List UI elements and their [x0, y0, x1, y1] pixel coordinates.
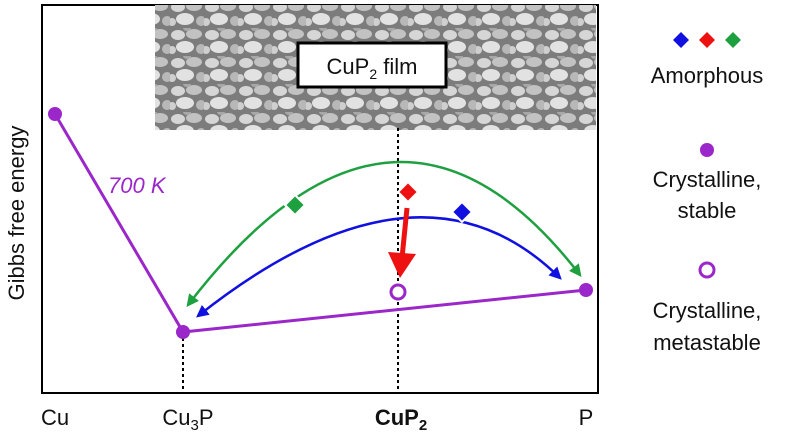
- legend-amorphous-red-icon: [699, 32, 715, 48]
- film-label: CuP2 film: [327, 54, 418, 82]
- y-axis-label: Gibbs free energy: [4, 126, 29, 301]
- legend-amorphous-blue-icon: [673, 32, 689, 48]
- blue-decomposition-path: [196, 216, 562, 318]
- x-tick-cu3p: Cu3P: [162, 405, 213, 434]
- cup2-metastable-point: [389, 283, 407, 301]
- legend-metastable-line2: metastable: [653, 330, 761, 355]
- legend-metastable-line1: Crystalline,: [653, 298, 762, 323]
- red-crystallization-arrowhead: [388, 252, 416, 278]
- legend-crystalline-metastable: Crystalline, metastable: [653, 261, 762, 355]
- amorphous-green-marker: [283, 193, 307, 217]
- legend-stable-line2: stable: [678, 198, 737, 223]
- green-decomposition-path: [186, 160, 582, 307]
- legend-amorphous-green-icon: [725, 32, 741, 48]
- legend-stable-line1: Crystalline,: [653, 167, 762, 192]
- legend-stable-icon: [700, 143, 714, 157]
- legend-amorphous-label: Amorphous: [651, 63, 764, 88]
- film-label-box: [296, 41, 448, 89]
- amorphous-blue-marker: [450, 200, 474, 224]
- legend-crystalline-stable: Crystalline, stable: [653, 143, 762, 223]
- red-crystallization-arrow-shaft: [399, 207, 410, 259]
- legend-metastable-icon: [698, 261, 716, 279]
- x-tick-cup2: CuP2: [375, 405, 427, 434]
- p-stable-point: [579, 283, 593, 297]
- convex-hull-line: [53, 113, 587, 334]
- legend-amorphous: Amorphous: [651, 32, 764, 88]
- cu-stable-point: [48, 107, 62, 121]
- cu3p-stable-point: [176, 325, 190, 339]
- x-tick-p: P: [579, 405, 594, 430]
- x-tick-cu: Cu: [41, 405, 69, 430]
- temperature-label: 700 K: [108, 173, 167, 198]
- amorphous-red-marker: [396, 180, 420, 204]
